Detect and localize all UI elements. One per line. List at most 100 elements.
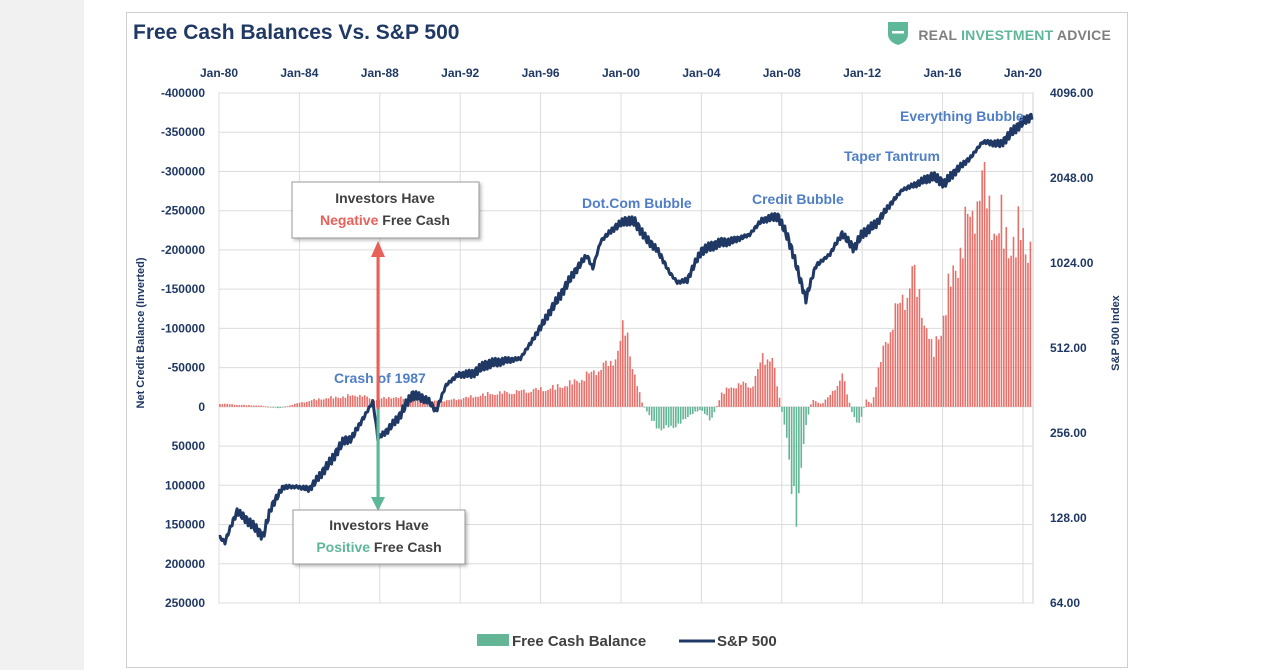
free-cash-bar bbox=[501, 393, 503, 407]
free-cash-bar bbox=[769, 361, 771, 407]
free-cash-bar bbox=[650, 406, 653, 421]
free-cash-bar bbox=[511, 394, 513, 407]
free-cash-bar bbox=[272, 406, 274, 408]
free-cash-bar bbox=[918, 289, 921, 407]
free-cash-bar bbox=[993, 233, 996, 407]
free-cash-bar bbox=[795, 406, 798, 527]
free-cash-bar bbox=[462, 397, 465, 407]
free-cash-bar bbox=[834, 390, 836, 407]
free-cash-bar bbox=[465, 396, 467, 407]
free-cash-bar bbox=[817, 402, 819, 407]
free-cash-bar bbox=[441, 401, 443, 407]
free-cash-bar bbox=[585, 371, 588, 407]
free-cash-bar bbox=[798, 406, 800, 494]
free-cash-bar bbox=[689, 406, 692, 415]
free-cash-bar bbox=[296, 403, 298, 407]
free-cash-bar bbox=[933, 356, 935, 407]
free-cash-bar bbox=[566, 386, 569, 407]
free-cash-bar bbox=[284, 406, 286, 408]
free-cash-bar bbox=[781, 406, 783, 412]
right-tick-label: 2048.00 bbox=[1050, 171, 1094, 185]
positive-callout-line2: Positive Free Cash bbox=[316, 539, 441, 555]
free-cash-bar bbox=[735, 388, 737, 407]
free-cash-bar bbox=[455, 400, 458, 407]
free-cash-bar bbox=[450, 399, 453, 407]
left-tick-label: 100000 bbox=[165, 478, 205, 492]
free-cash-bar bbox=[1003, 248, 1005, 407]
free-cash-bar bbox=[486, 391, 489, 407]
free-cash-bar bbox=[421, 400, 424, 407]
free-cash-bar bbox=[301, 402, 303, 407]
free-cash-bar bbox=[826, 397, 829, 407]
left-tick-label: -300000 bbox=[161, 164, 205, 178]
free-cash-bar bbox=[761, 353, 764, 407]
free-cash-bar bbox=[942, 315, 945, 407]
free-cash-bar bbox=[532, 389, 535, 407]
free-cash-bar bbox=[380, 398, 383, 407]
free-cash-bar bbox=[1010, 255, 1012, 407]
free-cash-bar bbox=[855, 406, 858, 423]
free-cash-bar bbox=[568, 380, 571, 407]
free-cash-bar bbox=[614, 359, 617, 407]
free-cash-bar bbox=[694, 406, 696, 412]
annotation-credit-bubble: Credit Bubble bbox=[752, 191, 844, 207]
free-cash-bar bbox=[597, 371, 600, 407]
left-tick-label: -100000 bbox=[161, 321, 205, 335]
free-cash-bar bbox=[901, 294, 904, 407]
free-cash-bar bbox=[843, 381, 846, 407]
free-cash-bar bbox=[737, 383, 740, 407]
free-cash-bar bbox=[416, 398, 419, 407]
free-cash-bar bbox=[236, 404, 238, 407]
free-cash-bar bbox=[725, 387, 728, 407]
free-cash-bar bbox=[322, 399, 325, 407]
free-cash-bar bbox=[629, 356, 631, 407]
left-gutter bbox=[0, 0, 84, 670]
free-cash-bar bbox=[332, 398, 335, 407]
free-cash-bar bbox=[773, 367, 776, 407]
free-cash-bar bbox=[489, 394, 491, 407]
free-cash-bar bbox=[527, 392, 530, 407]
free-cash-bar bbox=[269, 406, 272, 408]
free-cash-bar bbox=[281, 406, 284, 408]
free-cash-bar bbox=[696, 406, 699, 412]
free-cash-bar bbox=[682, 406, 684, 420]
chart-frame: Free Cash Balances Vs. S&P 500 REAL INVE… bbox=[126, 12, 1128, 668]
free-cash-bar bbox=[621, 320, 624, 407]
free-cash-bar bbox=[908, 288, 911, 407]
free-cash-bar bbox=[757, 369, 759, 407]
x-tick-label: Jan-00 bbox=[602, 66, 640, 80]
free-cash-bar bbox=[564, 386, 566, 407]
legend: Free Cash Balance S&P 500 bbox=[477, 633, 777, 650]
free-cash-bar bbox=[904, 309, 906, 407]
right-tick-label: 512.00 bbox=[1050, 341, 1087, 355]
free-cash-bar bbox=[646, 406, 648, 412]
free-cash-bar bbox=[286, 406, 289, 407]
right-tick-label: 128.00 bbox=[1050, 511, 1087, 525]
free-cash-bar bbox=[778, 397, 781, 407]
free-cash-bar bbox=[337, 397, 339, 407]
free-cash-bar bbox=[257, 405, 260, 407]
grid bbox=[218, 92, 1034, 604]
free-cash-bar bbox=[945, 315, 947, 407]
free-cash-bar bbox=[325, 398, 327, 407]
free-cash-bar bbox=[368, 398, 371, 407]
free-cash-bar bbox=[472, 397, 475, 407]
free-cash-bar bbox=[691, 406, 694, 415]
positive-callout-line1: Investors Have bbox=[329, 517, 429, 533]
free-cash-bar bbox=[224, 403, 226, 407]
free-cash-bar bbox=[395, 397, 397, 407]
free-cash-bar bbox=[677, 406, 680, 424]
negative-callout-box bbox=[291, 181, 480, 239]
free-cash-bar bbox=[744, 383, 747, 407]
free-cash-bar bbox=[701, 406, 704, 411]
free-cash-bar bbox=[1027, 262, 1029, 407]
free-cash-bar bbox=[279, 406, 282, 408]
free-cash-bar bbox=[889, 332, 892, 407]
free-cash-bar bbox=[561, 388, 564, 407]
free-cash-bar bbox=[747, 387, 750, 407]
free-cash-bar bbox=[363, 395, 366, 407]
left-tick-label: -150000 bbox=[161, 282, 205, 296]
free-cash-bar bbox=[974, 233, 976, 407]
free-cash-bar bbox=[776, 386, 778, 407]
free-cash-bar bbox=[221, 404, 224, 407]
